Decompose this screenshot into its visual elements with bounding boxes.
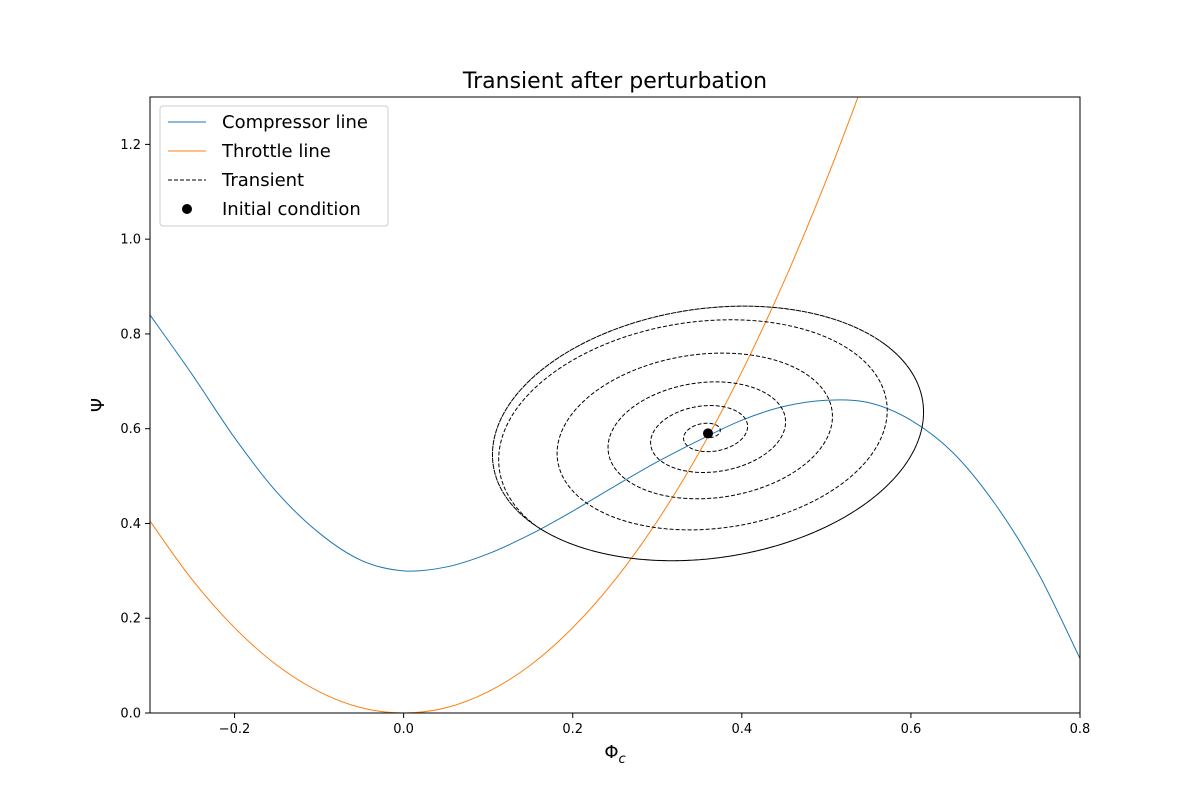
- legend-label-initial: Initial condition: [222, 199, 361, 220]
- y-tick-label: 1.0: [120, 233, 141, 248]
- legend-swatch-initial: [182, 204, 192, 214]
- legend-label-throttle: Throttle line: [221, 141, 331, 162]
- y-tick-label: 0.4: [120, 517, 141, 532]
- x-axis-label: Φc: [604, 742, 625, 767]
- y-tick-label: 1.2: [120, 138, 141, 153]
- y-tick-label: 0.0: [120, 707, 141, 722]
- compressor-line: [150, 314, 1080, 659]
- legend: Compressor line Throttle line Transient …: [159, 105, 389, 227]
- y-tick-label: 0.2: [120, 612, 141, 627]
- transient-curve: [491, 305, 925, 562]
- x-tick-label: 0.8: [1070, 722, 1091, 737]
- x-tick-label: 0.2: [562, 722, 583, 737]
- throttle-line: [150, 97, 859, 713]
- x-tick-label: 0.0: [393, 722, 414, 737]
- legend-label-transient: Transient: [221, 170, 304, 191]
- initial-condition-marker: [703, 428, 713, 439]
- chart-title: Transient after perturbation: [462, 69, 767, 94]
- tick-layer: −0.2 0.0 0.2 0.4 0.6 0.8 0.0 0.2 0.4 0.6 0.8 1.0 1.2: [120, 138, 1090, 737]
- plot-frame: [149, 96, 1081, 714]
- y-tick-label: 0.6: [120, 422, 141, 437]
- x-tick-label: −0.2: [219, 722, 251, 737]
- x-axis-label-subscript: c: [619, 752, 626, 767]
- x-tick-label: 0.4: [731, 722, 752, 737]
- legend-box: [159, 105, 389, 227]
- legend-label-compressor: Compressor line: [222, 112, 368, 133]
- x-tick-label: 0.6: [901, 722, 922, 737]
- y-tick-label: 0.8: [120, 327, 141, 342]
- y-axis-label: Ψ: [88, 398, 109, 412]
- series-layer: [150, 97, 1080, 713]
